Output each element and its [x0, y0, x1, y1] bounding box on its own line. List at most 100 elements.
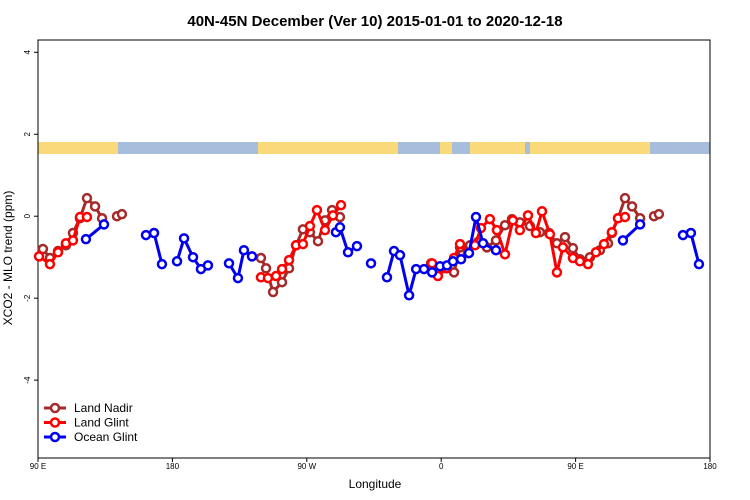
data-point	[52, 247, 64, 258]
legend-marker	[49, 402, 61, 414]
data-point	[394, 249, 406, 261]
data-point	[171, 256, 183, 267]
data-point	[551, 267, 563, 278]
data-point	[499, 249, 511, 260]
data-point	[319, 224, 331, 236]
data-point	[484, 213, 496, 225]
data-point	[634, 219, 646, 230]
data-point	[342, 247, 354, 258]
data-point	[98, 219, 110, 230]
data-point	[574, 256, 586, 267]
data-point	[351, 240, 363, 252]
y-tick-label: 0	[23, 213, 32, 218]
data-point	[567, 242, 579, 254]
data-point	[507, 215, 519, 226]
data-point	[255, 252, 267, 264]
y-tick-label: 2	[23, 131, 32, 136]
data-point	[276, 263, 288, 275]
data-point	[262, 272, 274, 284]
data-point	[327, 210, 339, 221]
data-point	[80, 233, 92, 245]
x-tick-label: 180	[166, 462, 180, 471]
data-point	[381, 272, 393, 283]
data-point	[418, 263, 430, 275]
y-tick-label: -4	[23, 376, 32, 384]
data-point	[311, 204, 323, 216]
data-point	[454, 238, 466, 250]
x-tick-label: 180	[703, 462, 717, 471]
data-point	[89, 201, 101, 212]
data-point	[335, 199, 347, 211]
land-band	[258, 142, 398, 154]
land-band	[530, 142, 650, 154]
data-point	[304, 220, 316, 232]
data-point	[626, 201, 638, 212]
legend-marker	[49, 417, 61, 428]
data-point	[530, 227, 542, 239]
y-tick-label: -2	[23, 294, 32, 302]
data-point	[116, 208, 128, 220]
data-point	[463, 247, 475, 259]
data-point	[477, 238, 489, 249]
data-point	[514, 224, 526, 236]
data-point	[598, 238, 610, 250]
data-point	[619, 192, 631, 204]
data-point	[685, 227, 697, 239]
data-point	[606, 226, 618, 238]
x-axis-label: Longitude	[349, 477, 402, 491]
data-point	[522, 210, 534, 221]
legend-marker	[49, 431, 61, 443]
data-point	[559, 231, 571, 243]
data-point	[232, 272, 244, 284]
data-point	[81, 211, 93, 223]
data-point	[582, 258, 594, 270]
data-point	[202, 260, 214, 271]
data-point	[334, 222, 346, 233]
data-point	[590, 247, 602, 258]
data-point	[312, 235, 324, 247]
y-tick-label: 4	[23, 50, 32, 55]
land-ocean-band	[38, 142, 710, 154]
data-point	[447, 256, 459, 267]
data-point	[270, 270, 282, 282]
data-point	[490, 244, 502, 256]
data-point	[67, 235, 79, 246]
data-point	[619, 211, 631, 223]
y-axis-label: XCO2 - MLO trend (ppm)	[1, 191, 15, 326]
data-point	[693, 258, 705, 270]
data-point	[148, 227, 160, 239]
plot-frame	[37, 39, 711, 459]
data-point	[238, 244, 250, 256]
data-point	[246, 251, 258, 262]
data-point	[455, 253, 467, 265]
data-point	[223, 258, 235, 269]
data-point	[426, 267, 438, 278]
data-point	[617, 235, 629, 246]
x-tick-label: 90 W	[297, 462, 316, 471]
data-point	[140, 229, 152, 241]
x-tick-label: 0	[439, 462, 444, 471]
data-point	[187, 251, 199, 263]
data-point	[491, 224, 503, 236]
data-point	[267, 286, 279, 298]
data-point	[276, 276, 288, 288]
land-band	[38, 142, 118, 154]
data-point	[33, 251, 45, 262]
data-point	[81, 192, 93, 204]
chart-title: 40N-45N December (Ver 10) 2015-01-01 to …	[187, 13, 562, 30]
legend-label: Land Nadir	[74, 401, 133, 415]
data-point	[260, 263, 272, 274]
land-band	[470, 142, 525, 154]
data-point	[470, 211, 482, 223]
land-band	[440, 142, 452, 154]
data-point	[544, 228, 556, 240]
data-point	[557, 242, 569, 253]
data-point	[297, 238, 309, 250]
x-tick-label: 90 E	[567, 462, 583, 471]
data-point	[44, 258, 56, 270]
data-point	[499, 219, 511, 231]
data-point	[365, 258, 377, 269]
data-point	[178, 233, 190, 244]
data-point	[156, 258, 168, 270]
